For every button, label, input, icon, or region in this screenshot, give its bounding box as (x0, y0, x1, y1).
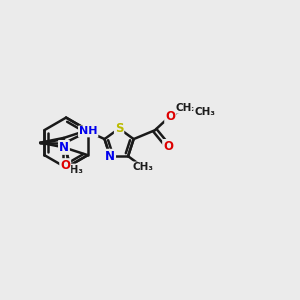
Text: NH: NH (79, 126, 98, 136)
Text: CH₃: CH₃ (194, 107, 215, 117)
Text: CH₃: CH₃ (62, 164, 83, 175)
Text: CH₂: CH₂ (176, 103, 197, 113)
Text: S: S (115, 122, 123, 135)
Text: N: N (59, 141, 69, 154)
Text: CH₃: CH₃ (133, 162, 154, 172)
Text: O: O (60, 159, 70, 172)
Text: O: O (165, 110, 175, 123)
Text: N: N (105, 150, 115, 163)
Text: O: O (163, 140, 173, 153)
